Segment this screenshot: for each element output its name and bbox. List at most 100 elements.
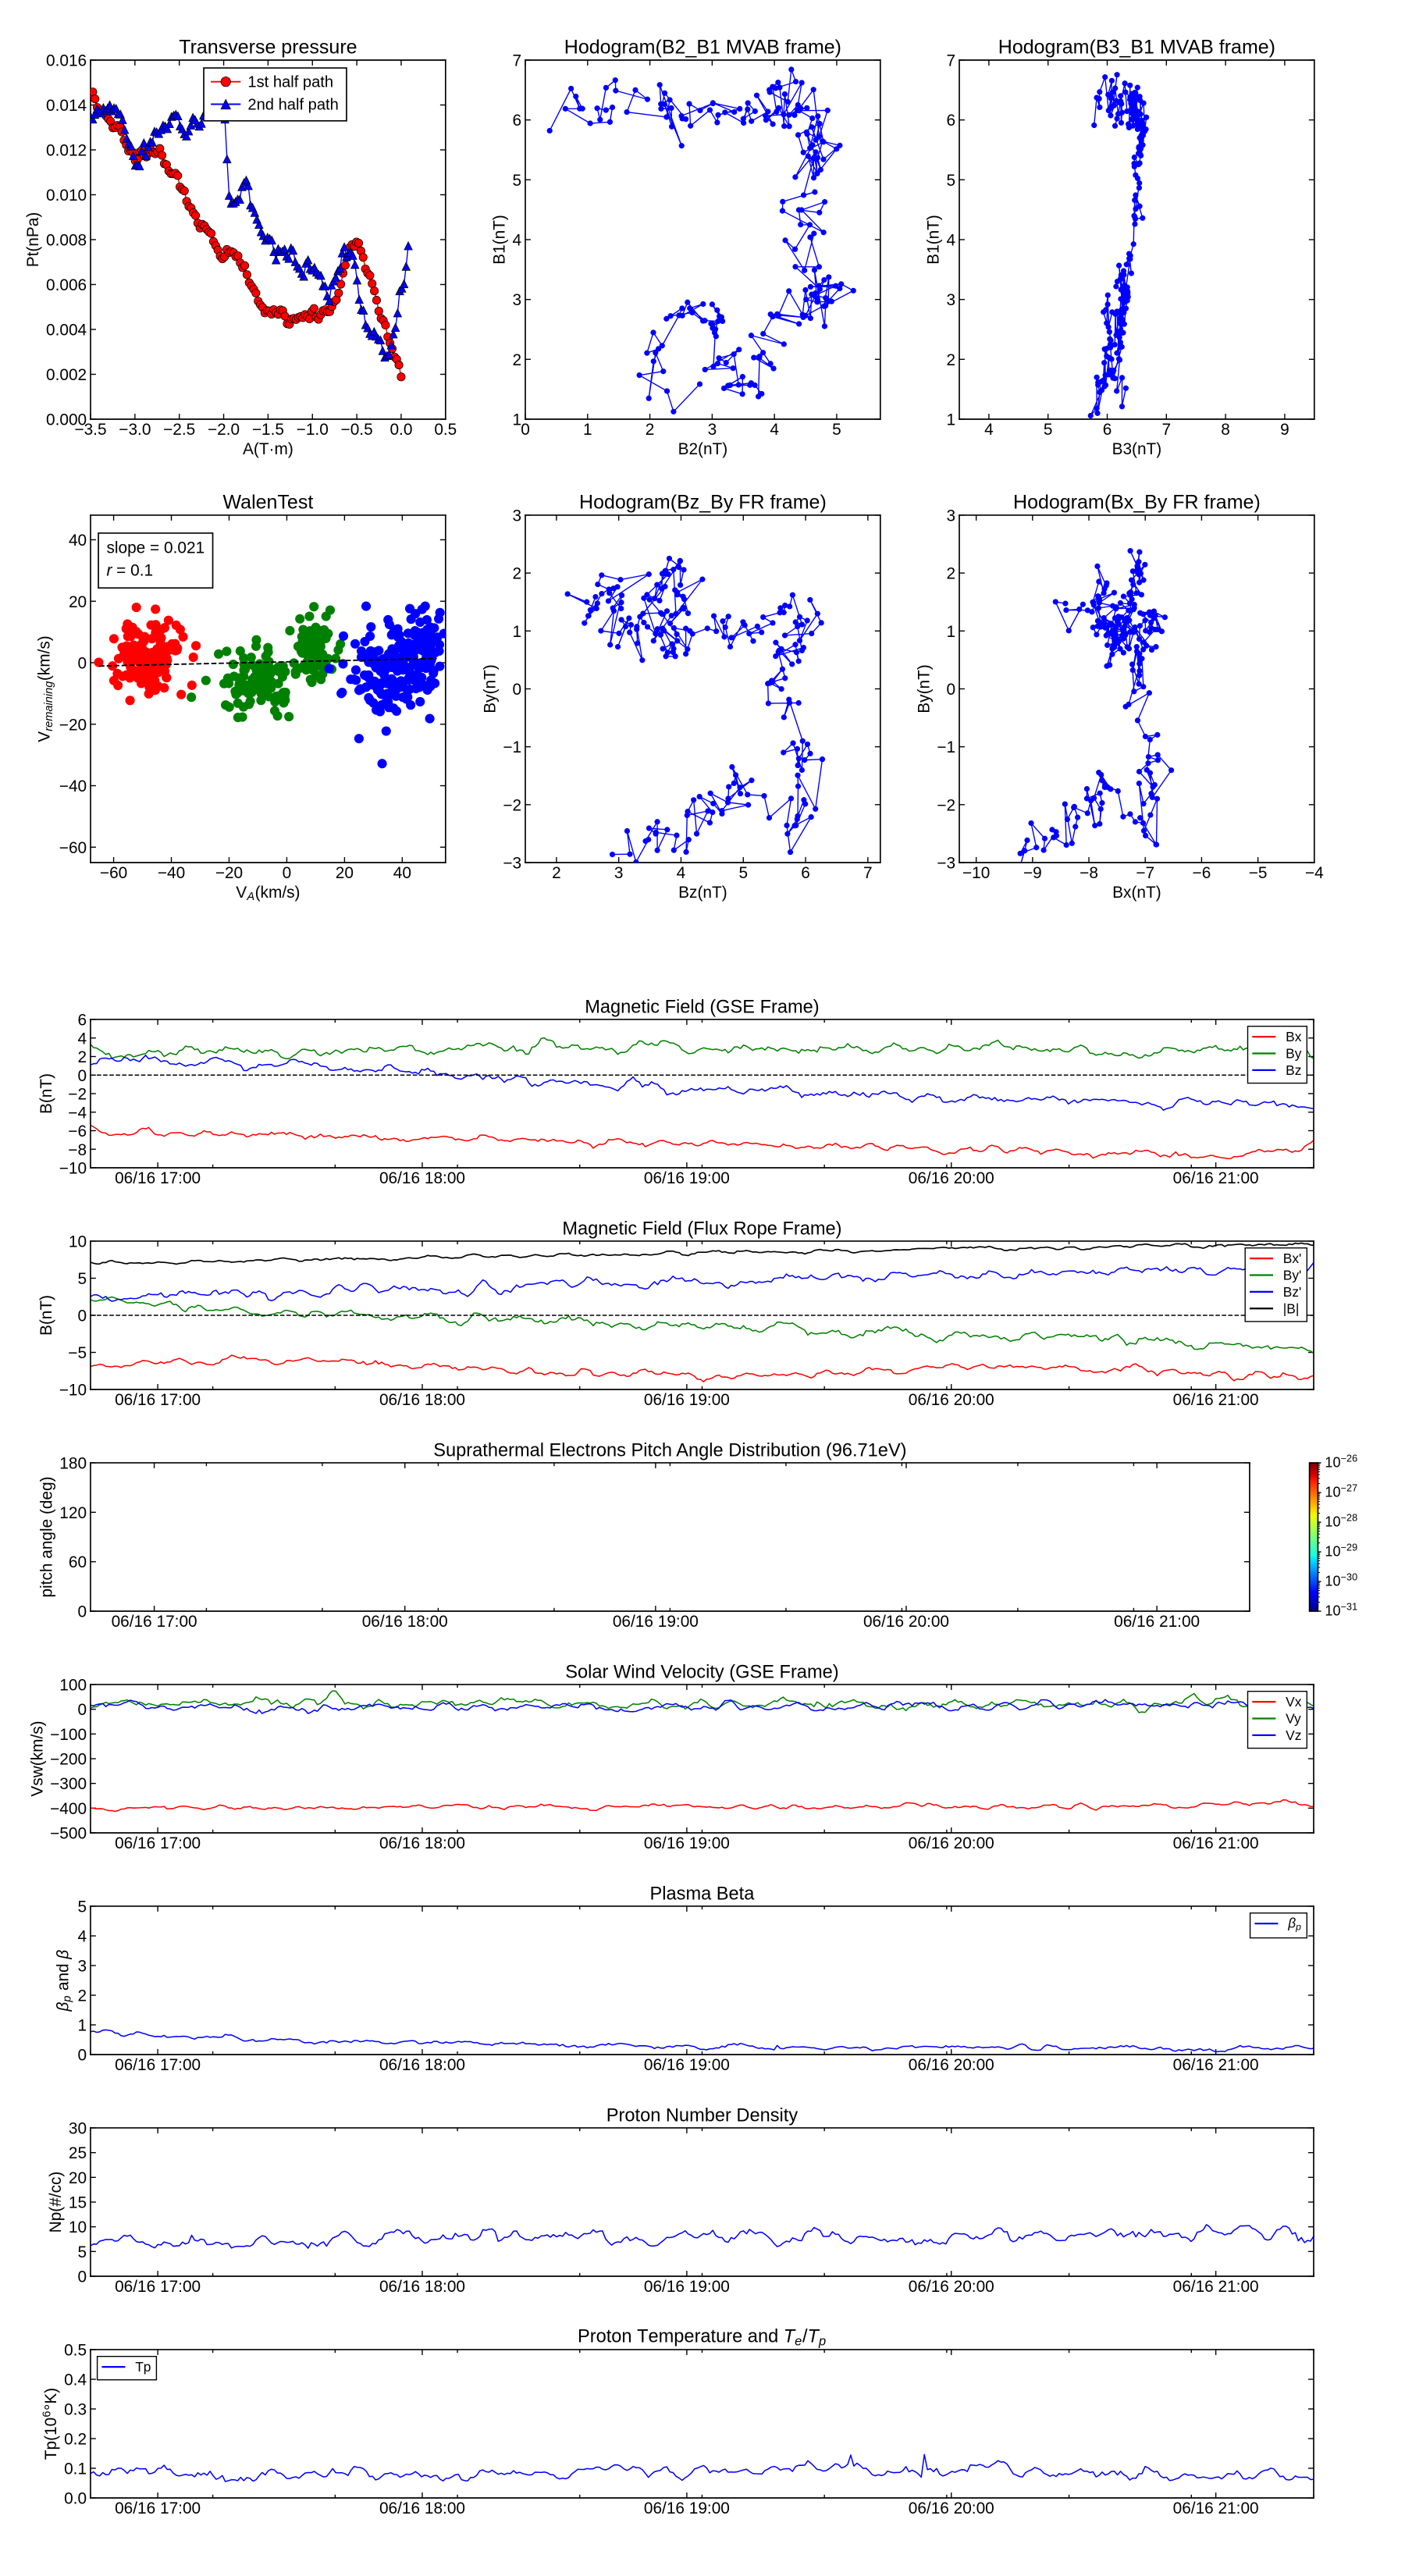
svg-text:10−31: 10−31 (1325, 1602, 1357, 1619)
svg-text:−100: −100 (50, 1726, 87, 1744)
svg-text:Bz: Bz (1286, 1062, 1301, 1078)
svg-text:−10: −10 (962, 864, 990, 882)
svg-text:Tp(10°K)6: Tp(10°K)6 (41, 2388, 60, 2460)
svg-text:Vx: Vx (1286, 1694, 1302, 1710)
svg-text:3: 3 (513, 291, 522, 309)
svg-text:60: 60 (69, 1553, 87, 1571)
svg-text:0: 0 (947, 681, 956, 699)
svg-text:−1: −1 (937, 738, 955, 756)
svg-text:0: 0 (77, 1308, 87, 1325)
svg-text:06/16 20:00: 06/16 20:00 (909, 2278, 994, 2296)
svg-text:7: 7 (863, 864, 873, 882)
svg-text:−7: −7 (1136, 864, 1154, 882)
svg-text:4: 4 (984, 421, 994, 439)
svg-text:10: 10 (69, 1233, 87, 1251)
svg-text:06/16 21:00: 06/16 21:00 (1173, 2056, 1259, 2074)
svg-text:−5: −5 (68, 1344, 87, 1362)
svg-text:9: 9 (1280, 421, 1289, 439)
svg-text:2: 2 (513, 565, 522, 583)
svg-text:Hodogram(Bx_By FR frame): Hodogram(Bx_By FR frame) (1013, 492, 1261, 514)
svg-text:10−26: 10−26 (1325, 1453, 1357, 1471)
svg-text:1: 1 (513, 411, 522, 429)
svg-text:Hodogram(B2_B1 MVAB frame): Hodogram(B2_B1 MVAB frame) (564, 37, 841, 59)
svg-text:06/16 20:00: 06/16 20:00 (863, 1613, 949, 1631)
svg-text:V(km/s)A: V (km/s)A (236, 884, 300, 903)
svg-text:06/16 19:00: 06/16 19:00 (644, 1169, 730, 1187)
svg-text:06/16 18:00: 06/16 18:00 (379, 1834, 465, 1852)
svg-text:06/16 17:00: 06/16 17:00 (115, 1169, 201, 1187)
svg-text:06/16 20:00: 06/16 20:00 (909, 1391, 994, 1409)
svg-text:7: 7 (1162, 421, 1172, 439)
svg-text:2: 2 (947, 351, 956, 369)
svg-text:B1(nT): B1(nT) (925, 215, 943, 265)
svg-text:10−27: 10−27 (1325, 1483, 1357, 1500)
svg-text:0: 0 (283, 864, 292, 882)
svg-text:By: By (1286, 1046, 1302, 1062)
svg-text:ββpand: ββpand (54, 1950, 73, 2012)
svg-text:180: 180 (59, 1455, 87, 1473)
svg-text:5: 5 (738, 864, 748, 882)
svg-text:10−28: 10−28 (1325, 1513, 1357, 1530)
svg-text:06/16 17:00: 06/16 17:00 (115, 2056, 201, 2074)
svg-text:5: 5 (77, 1270, 87, 1288)
svg-text:Hodogram(B3_B1 MVAB frame): Hodogram(B3_B1 MVAB frame) (998, 37, 1275, 59)
svg-text:6: 6 (1103, 421, 1112, 439)
svg-text:06/16 19:00: 06/16 19:00 (644, 1834, 730, 1852)
svg-text:By(nT): By(nT) (916, 664, 934, 713)
svg-text:−60: −60 (59, 839, 87, 857)
svg-text:5: 5 (832, 421, 841, 439)
svg-text:06/16 20:00: 06/16 20:00 (909, 1169, 994, 1187)
svg-text:0.016: 0.016 (46, 52, 87, 70)
svg-text:V(km/s)remaining: V(km/s)remaining (36, 635, 55, 742)
svg-text:1: 1 (583, 421, 592, 439)
svg-text:Vy: Vy (1286, 1711, 1301, 1727)
svg-text:0.3: 0.3 (64, 2401, 87, 2419)
svg-text:Proton Number Density: Proton Number Density (606, 2106, 799, 2126)
svg-text:20: 20 (69, 2169, 87, 2187)
svg-text:6: 6 (801, 864, 810, 882)
svg-text:2: 2 (552, 864, 561, 882)
svg-text:06/16 17:00: 06/16 17:00 (112, 1613, 197, 1631)
svg-text:Suprathermal Electrons Pitch A: Suprathermal Electrons Pitch Angle Distr… (433, 1441, 906, 1461)
svg-text:10: 10 (69, 2218, 87, 2236)
svg-text:06/16 17:00: 06/16 17:00 (115, 2278, 201, 2296)
svg-text:3: 3 (708, 421, 717, 439)
svg-text:4: 4 (677, 864, 686, 882)
svg-text:06/16 21:00: 06/16 21:00 (1173, 1834, 1259, 1852)
svg-text:0.000: 0.000 (46, 411, 87, 429)
svg-text:2: 2 (947, 565, 956, 583)
svg-text:−20: −20 (59, 716, 87, 734)
svg-text:06/16 17:00: 06/16 17:00 (115, 1391, 201, 1409)
svg-text:06/16 21:00: 06/16 21:00 (1173, 1169, 1259, 1187)
svg-text:06/16 19:00: 06/16 19:00 (644, 2278, 730, 2296)
svg-text:0.014: 0.014 (46, 97, 87, 115)
svg-text:0.004: 0.004 (46, 322, 87, 340)
svg-text:06/16 20:00: 06/16 20:00 (909, 2056, 994, 2074)
svg-text:−6: −6 (1193, 864, 1211, 882)
svg-text:By(nT): By(nT) (482, 664, 500, 713)
svg-text:7: 7 (513, 52, 522, 70)
svg-text:06/16 18:00: 06/16 18:00 (362, 1613, 448, 1631)
svg-text:20: 20 (69, 593, 87, 611)
svg-text:−2.0: −2.0 (208, 421, 240, 439)
svg-text:3: 3 (614, 864, 624, 882)
svg-text:Hodogram(Bz_By FR frame): Hodogram(Bz_By FR frame) (579, 492, 827, 514)
svg-text:2: 2 (77, 1987, 87, 2005)
svg-text:40: 40 (393, 864, 411, 882)
svg-text:0.008: 0.008 (46, 232, 87, 250)
svg-text:06/16 18:00: 06/16 18:00 (379, 1169, 465, 1187)
svg-text:0.006: 0.006 (46, 276, 87, 294)
svg-text:−2: −2 (937, 796, 955, 814)
svg-text:06/16 21:00: 06/16 21:00 (1173, 2500, 1259, 2517)
svg-text:−2: −2 (68, 1086, 87, 1104)
svg-text:−40: −40 (158, 864, 185, 882)
svg-text:−8: −8 (68, 1141, 87, 1159)
svg-text:40: 40 (69, 532, 87, 550)
svg-text:0: 0 (77, 2047, 87, 2065)
svg-text:0.0: 0.0 (389, 421, 412, 439)
svg-text:0.002: 0.002 (46, 366, 87, 384)
svg-text:0: 0 (513, 681, 522, 699)
svg-text:4: 4 (77, 1928, 87, 1946)
svg-text:By': By' (1283, 1268, 1302, 1283)
svg-text:Solar Wind Velocity (GSE Frame: Solar Wind Velocity (GSE Frame) (565, 1663, 838, 1683)
